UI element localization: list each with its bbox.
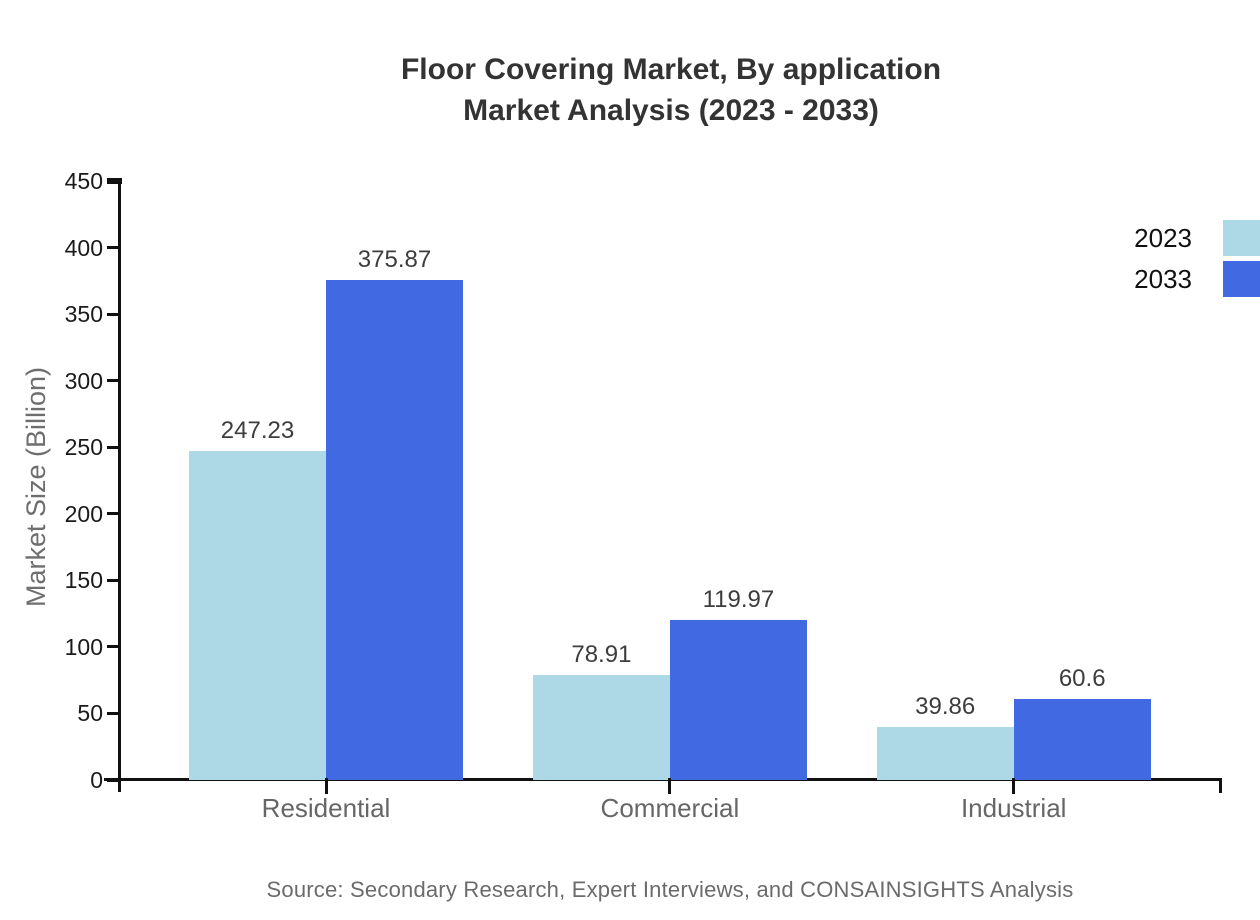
y-tick-label-150: 150 [64,567,103,594]
bar-2033-commercial [669,620,807,780]
x-tick-commercial [668,778,672,794]
bar-2023-residential [189,450,326,780]
bar-value-2023-commercial: 78.91 [571,640,632,668]
chart-title-line-1: Floor Covering Market, By application [400,53,942,86]
category-label-commercial: Commercial [600,793,740,823]
y-tick-label-450: 450 [64,168,103,194]
y-tick-0 [107,778,120,782]
bar-2023-industrial [876,726,1014,780]
y-tick-400 [107,246,120,250]
bar-value-2033-residential: 375.87 [357,245,432,273]
y-tick-label-200: 200 [64,500,103,527]
y-tick-label-300: 300 [64,367,103,394]
y-tick-150 [107,578,120,582]
y-tick-100 [107,645,120,649]
y-tick-450 [107,178,122,184]
legend-swatch-2033 [1223,261,1260,297]
source-text: Source: Secondary Research, Expert Inter… [266,877,1074,902]
y-axis-line [118,181,121,792]
y-tick-label-50: 50 [77,700,103,727]
bar-value-2023-industrial: 39.86 [915,692,976,720]
category-label-industrial: Industrial [960,793,1067,823]
bar-2033-industrial [1013,699,1151,780]
y-tick-250 [107,445,120,449]
bar-value-2023-residential: 247.23 [220,416,295,444]
legend-label-2033: 2033 [1134,264,1192,294]
x-tick-industrial [1012,778,1016,794]
y-tick-label-100: 100 [64,633,103,660]
y-tick-350 [107,312,120,316]
y-tick-50 [107,711,120,715]
legend-swatch-2023 [1223,220,1260,256]
legend-label-2023: 2023 [1134,223,1192,253]
bar-value-2033-industrial: 60.6 [1058,665,1106,693]
y-tick-label-250: 250 [64,434,103,461]
y-tick-label-0: 0 [90,767,103,793]
category-label-residential: Residential [261,793,391,823]
chart-title: Floor Covering Market, By application Ma… [120,49,1222,131]
y-tick-300 [107,379,120,383]
y-tick-label-350: 350 [64,301,103,328]
y-tick-label-400: 400 [64,234,103,261]
x-axis-end-tick [1219,778,1222,793]
bar-2033-residential [326,279,463,780]
y-tick-200 [107,512,120,516]
x-tick-residential [324,778,328,794]
bar-2023-commercial [532,674,670,780]
chart-title-line-2: Market Analysis (2023 - 2033) [463,94,879,127]
bar-value-2033-commercial: 119.97 [702,586,775,614]
